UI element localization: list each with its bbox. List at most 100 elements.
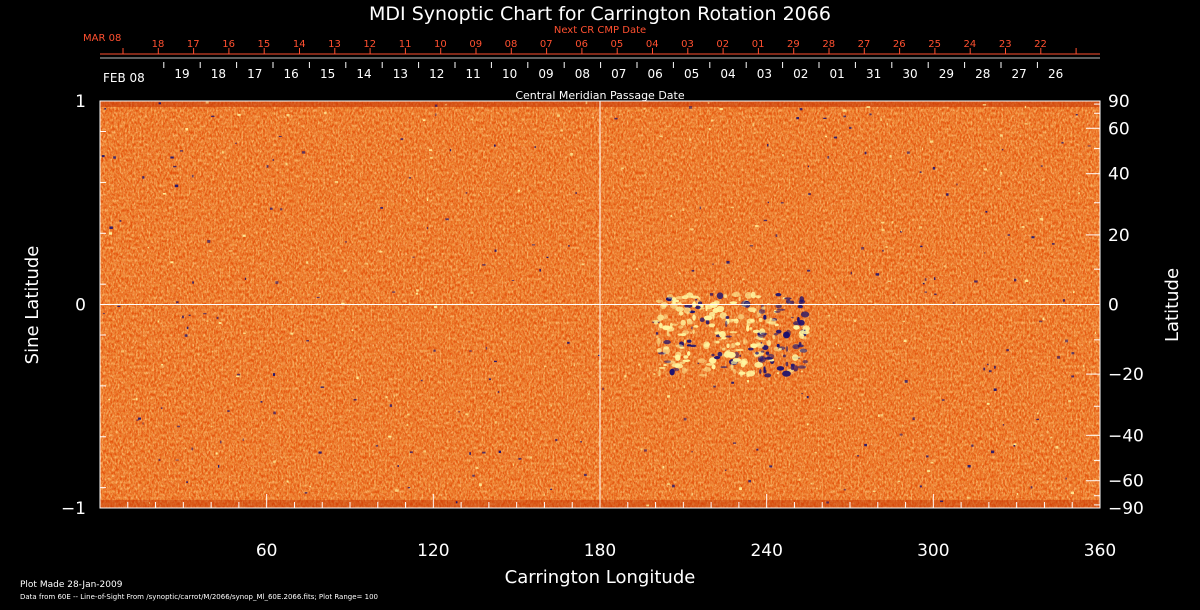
flux-speckle xyxy=(835,342,838,345)
flux-speckle xyxy=(158,102,161,105)
cmp-day: 19 xyxy=(174,67,189,81)
x-tick-label: 120 xyxy=(417,541,449,561)
next-cmp-day: 26 xyxy=(893,39,906,50)
active-region-patch xyxy=(785,299,791,304)
active-region-patch xyxy=(675,306,684,312)
flux-speckle xyxy=(1036,418,1040,421)
flux-speckle xyxy=(929,140,934,143)
active-region-patch xyxy=(705,362,714,366)
flux-speckle xyxy=(511,279,515,281)
active-region-patch xyxy=(729,301,738,305)
right-y-tick-label: 90 xyxy=(1108,92,1130,112)
active-region-patch xyxy=(746,321,751,327)
flux-speckle xyxy=(211,115,215,118)
flux-speckle xyxy=(825,135,828,138)
active-region-patch xyxy=(798,319,805,326)
flux-speckle xyxy=(147,246,149,249)
active-region-patch xyxy=(712,314,715,320)
active-region-patch xyxy=(711,353,715,357)
active-region-patch xyxy=(792,365,799,372)
flux-speckle xyxy=(999,134,1004,137)
flux-speckle xyxy=(934,277,936,280)
flux-speckle xyxy=(767,143,769,147)
active-region-patch xyxy=(759,369,762,374)
flux-speckle xyxy=(543,493,545,496)
flux-speckle xyxy=(475,466,479,470)
flux-speckle xyxy=(814,451,817,454)
active-region-patch xyxy=(800,311,810,318)
flux-speckle xyxy=(158,458,161,462)
flux-speckle xyxy=(485,346,488,350)
flux-speckle xyxy=(667,395,670,398)
flux-speckle xyxy=(691,326,693,330)
flux-speckle xyxy=(444,104,447,106)
flux-speckle xyxy=(600,378,602,381)
active-region-patch xyxy=(805,327,809,332)
flux-speckle xyxy=(919,171,922,173)
active-region-patch xyxy=(797,316,800,323)
active-region-patch xyxy=(760,332,768,336)
flux-speckle xyxy=(356,376,359,380)
active-region-patch xyxy=(725,316,730,319)
flux-speckle xyxy=(498,450,502,454)
flux-speckle xyxy=(394,489,399,492)
flux-speckle xyxy=(909,454,911,456)
cmp-day: 12 xyxy=(429,67,444,81)
flux-speckle xyxy=(219,163,222,166)
active-region-patch xyxy=(758,308,766,314)
active-region-patch xyxy=(697,358,706,364)
flux-speckle xyxy=(420,379,423,382)
right-y-tick-label: −20 xyxy=(1108,365,1144,385)
flux-speckle xyxy=(767,302,770,304)
flux-speckle xyxy=(539,268,542,272)
flux-speckle xyxy=(1062,299,1065,302)
flux-speckle xyxy=(869,113,872,116)
data-source-note: Data from 60E -- Line-of-Sight From /syn… xyxy=(20,593,378,601)
flux-speckle xyxy=(517,189,520,192)
flux-speckle xyxy=(221,151,225,154)
cmp-axis-label: Central Meridian Passage Date xyxy=(515,89,684,102)
flux-speckle xyxy=(856,455,860,457)
active-region-patch xyxy=(732,358,742,362)
flux-speckle xyxy=(854,471,856,473)
active-region-patch xyxy=(749,327,753,330)
active-region-patch xyxy=(739,369,744,377)
flux-speckle xyxy=(592,117,594,119)
active-region-patch xyxy=(735,348,744,352)
next-cmp-month-label: MAR 08 xyxy=(83,33,121,44)
flux-speckle xyxy=(753,310,756,313)
active-region-patch xyxy=(686,318,693,325)
cmp-day: 08 xyxy=(575,67,590,81)
flux-speckle xyxy=(581,263,585,266)
flux-speckle xyxy=(971,444,974,447)
flux-speckle xyxy=(406,423,409,427)
flux-speckle xyxy=(640,448,643,451)
flux-speckle xyxy=(192,281,194,284)
next-cmp-day: 27 xyxy=(858,39,871,50)
flux-speckle xyxy=(531,244,536,246)
next-cmp-day: 14 xyxy=(293,39,306,50)
flux-speckle xyxy=(290,297,292,301)
active-region-patch xyxy=(735,342,741,346)
flux-speckle xyxy=(1071,352,1075,355)
flux-speckle xyxy=(899,433,903,436)
active-region-patch xyxy=(785,361,789,367)
flux-speckle xyxy=(986,402,990,405)
flux-speckle xyxy=(689,138,692,141)
flux-speckle xyxy=(364,262,368,265)
flux-speckle xyxy=(899,256,901,259)
flux-speckle xyxy=(732,278,735,281)
flux-speckle xyxy=(236,373,241,376)
field-speckles xyxy=(101,101,1100,507)
flux-speckle xyxy=(479,190,482,192)
flux-speckle xyxy=(469,350,472,352)
next-cmp-day: 28 xyxy=(822,39,835,50)
flux-speckle xyxy=(747,380,750,383)
flux-speckle xyxy=(966,496,970,499)
flux-speckle xyxy=(887,280,891,283)
active-region-patch xyxy=(662,325,671,331)
next-cmp-day: 05 xyxy=(611,39,624,50)
flux-speckle xyxy=(1050,436,1053,438)
active-region-patch xyxy=(658,366,666,369)
flux-speckle xyxy=(173,165,177,168)
